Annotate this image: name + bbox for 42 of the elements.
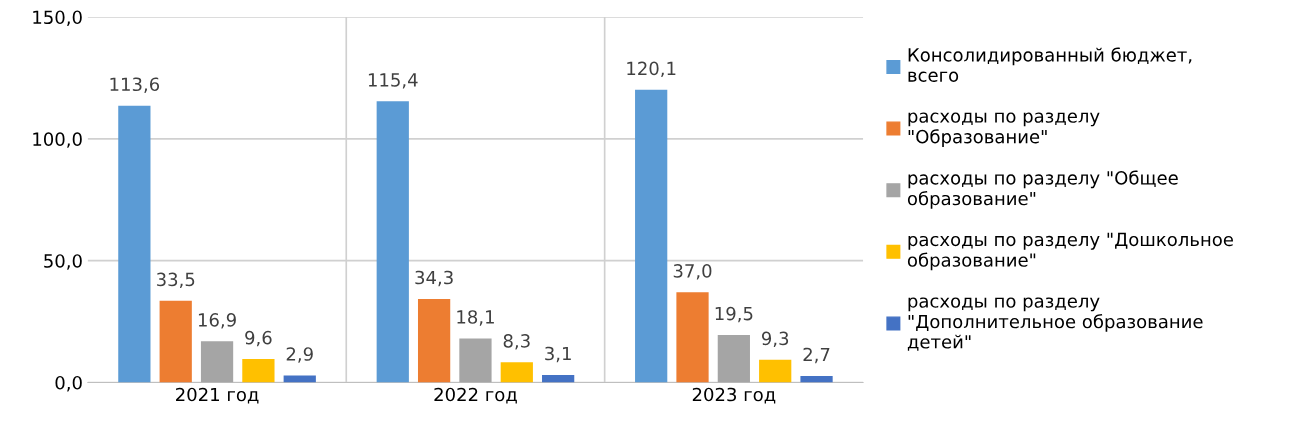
data-label: 115,4 <box>368 73 418 89</box>
bar <box>635 89 668 383</box>
data-label: 37,0 <box>673 264 712 280</box>
legend-label: Консолидированный бюджет, всего <box>908 47 1192 82</box>
bar <box>159 300 192 383</box>
legend-label: расходы по разделу "Дополнительное образование детей" <box>907 297 1203 351</box>
data-label: 9,6 <box>245 330 272 347</box>
bar <box>417 298 451 383</box>
y-tick-label: 150,0 <box>33 10 82 26</box>
y-tick-label: 0,0 <box>55 375 82 392</box>
legend-label: расходы по разделу "Дошкольное образование" <box>907 232 1233 271</box>
data-label: 19,5 <box>715 306 753 323</box>
x-tick-label: 2022 год <box>434 387 517 404</box>
bar <box>459 338 492 383</box>
y-tick-label: 100,0 <box>33 132 82 148</box>
bar <box>118 105 151 383</box>
legend-label: расходы по разделу "Образование" <box>908 112 1100 147</box>
bar <box>800 375 833 383</box>
bar <box>200 341 234 383</box>
data-label: 3,1 <box>545 346 571 363</box>
data-label: 33,5 <box>156 272 195 289</box>
data-label: 2,7 <box>803 347 830 364</box>
bar <box>376 101 409 383</box>
y-tick-label: 50,0 <box>44 254 82 270</box>
data-label: 113,6 <box>110 77 160 93</box>
data-label: 34,3 <box>415 270 453 287</box>
bar <box>242 359 275 383</box>
data-label: 16,9 <box>198 313 236 329</box>
data-label: 8,3 <box>503 334 530 350</box>
legend-label: расходы по разделу "Общее образование" <box>907 170 1178 209</box>
bar <box>759 359 792 383</box>
bar <box>500 362 533 383</box>
bar <box>717 334 750 383</box>
data-label: 9,3 <box>761 331 789 348</box>
bar <box>676 292 709 383</box>
bar <box>542 374 575 383</box>
data-label: 2,9 <box>286 347 313 363</box>
data-label: 120,1 <box>627 61 676 78</box>
data-label: 18,1 <box>457 310 494 326</box>
x-tick-label: 2021 год <box>176 387 259 404</box>
bar <box>283 375 316 383</box>
x-tick-label: 2023 год <box>692 387 776 404</box>
